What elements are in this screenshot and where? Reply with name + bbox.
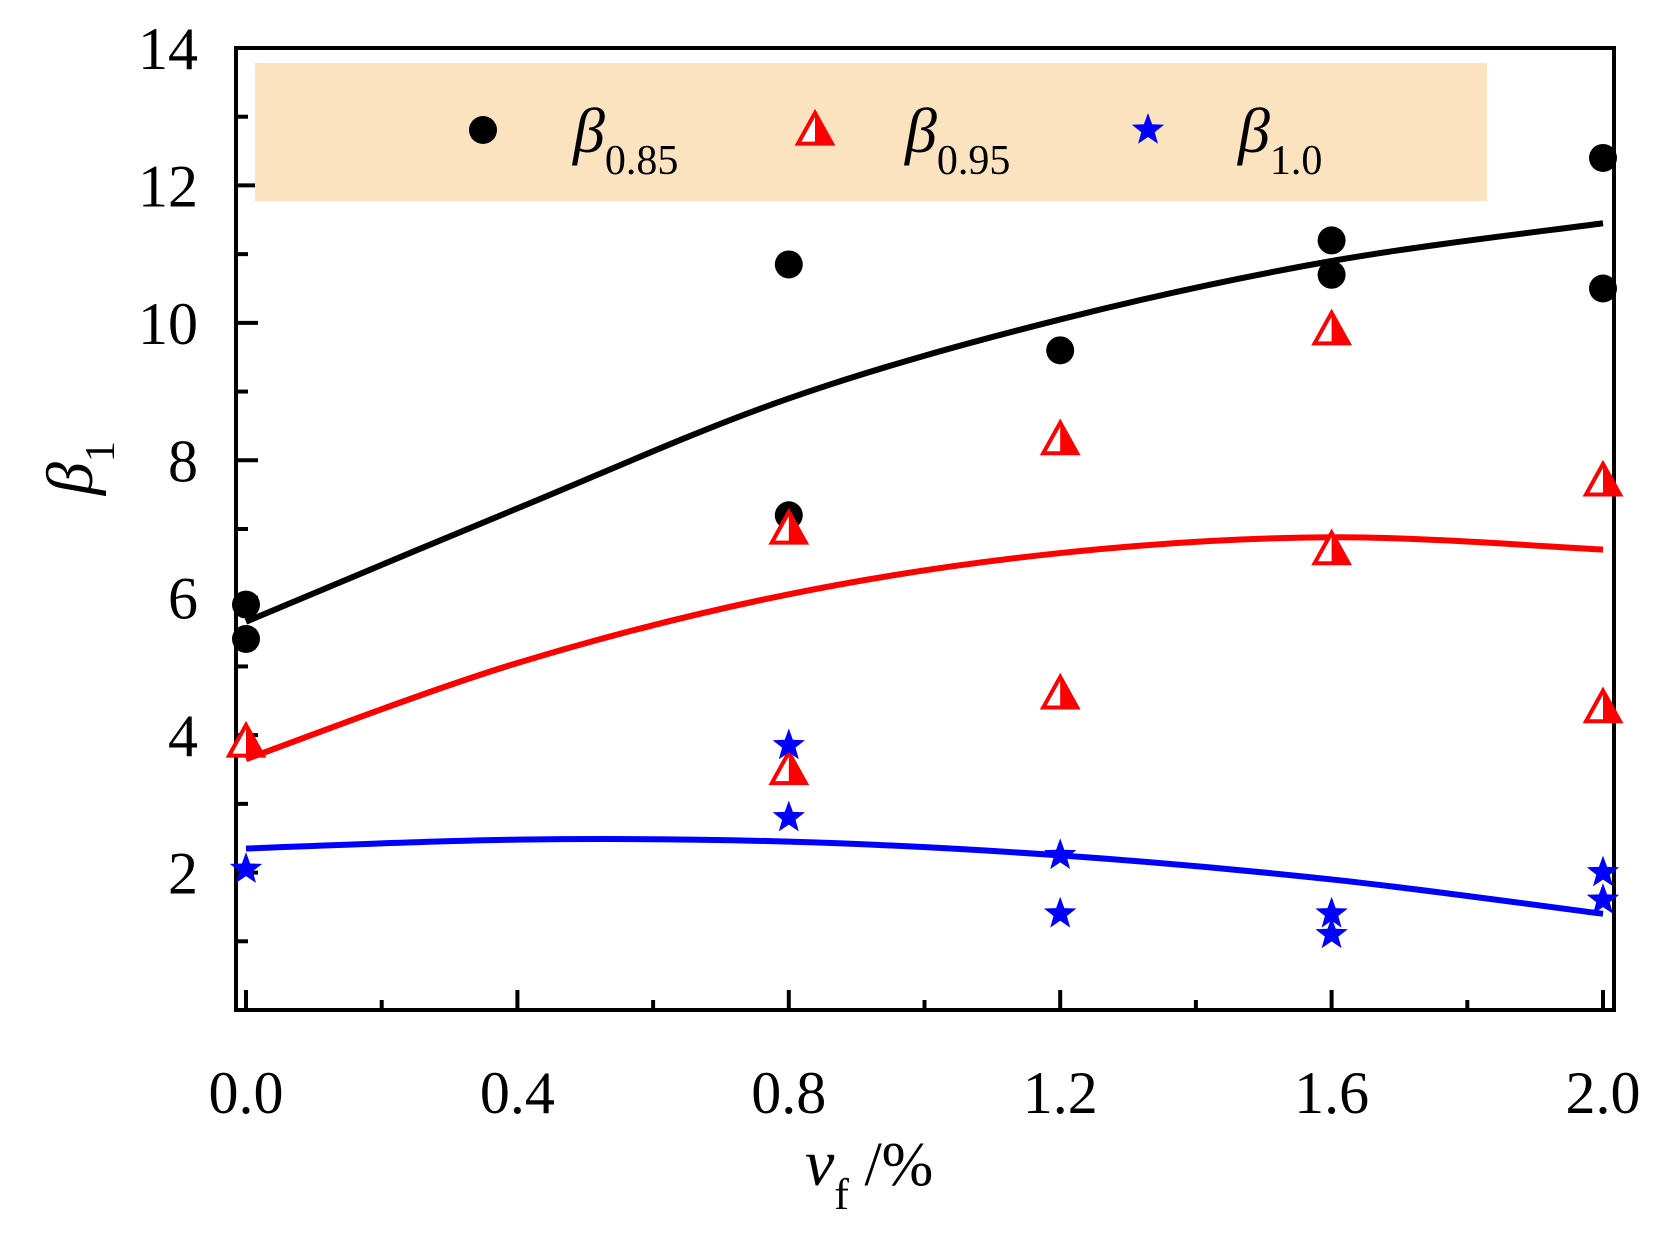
data-point-triangle	[768, 748, 810, 786]
data-point-circle	[1589, 143, 1617, 172]
data-points	[225, 143, 1624, 949]
legend: β0.85 β0.95 β1.0	[255, 63, 1487, 201]
data-point-circle	[1317, 226, 1346, 255]
y-tick-label: 8	[168, 428, 198, 494]
data-point-circle	[1589, 274, 1617, 303]
data-point-star	[1315, 917, 1348, 949]
data-point-triangle	[768, 507, 810, 545]
x-tick-label: 2.0	[1566, 1060, 1641, 1126]
y-axis-title: β1	[34, 441, 124, 497]
fit-line-0.95	[244, 534, 1604, 763]
y-tick-labels: 2 4 6 8 10 12 14	[138, 16, 198, 907]
data-point-triangle	[1311, 308, 1352, 346]
x-tick-label: 0.8	[751, 1060, 826, 1126]
x-axis-title: vf /%	[805, 1127, 933, 1219]
data-point-star	[1044, 838, 1077, 870]
data-point-triangle	[225, 720, 267, 758]
fit-curves	[244, 220, 1604, 917]
data-point-circle	[1317, 260, 1346, 289]
data-point-star	[772, 800, 805, 832]
data-point-star	[1044, 896, 1077, 928]
legend-background	[255, 63, 1487, 201]
data-point-circle	[232, 590, 260, 619]
data-point-star	[772, 728, 805, 760]
y-tick-label: 4	[168, 703, 198, 769]
x-tick-label: 1.6	[1294, 1060, 1369, 1126]
x-tick-labels: 0.0 0.4 0.8 1.2 1.6 2.0	[209, 1060, 1641, 1126]
y-tick-label: 12	[138, 153, 198, 219]
fit-line-1.0	[245, 836, 1604, 917]
data-point-star	[229, 852, 263, 883]
data-point-circle	[232, 624, 260, 653]
x-tick-label: 0.0	[209, 1060, 284, 1126]
fit-line-0.85	[244, 220, 1604, 625]
x-tick-label: 1.2	[1023, 1060, 1098, 1126]
x-tick-label: 0.4	[480, 1060, 555, 1126]
x-axis-title-sub: f	[834, 1170, 849, 1219]
data-point-triangle	[1311, 528, 1352, 566]
legend-label: β0.95	[903, 95, 1010, 184]
data-point-star	[1586, 855, 1620, 887]
y-tick-label: 14	[138, 16, 198, 82]
y-tick-label: 2	[168, 841, 198, 907]
data-point-circle	[774, 250, 803, 279]
legend-label: β1.0	[1236, 95, 1322, 184]
x-axis-title-unit: /%	[849, 1131, 933, 1199]
data-point-star	[1586, 883, 1620, 914]
data-point-circle	[1046, 336, 1075, 365]
x-axis-title-var: v	[805, 1127, 835, 1200]
data-point-star	[1315, 896, 1348, 928]
data-point-triangle	[1039, 672, 1081, 710]
y-tick-label: 6	[168, 566, 198, 632]
y-tick-label: 10	[138, 291, 198, 357]
legend-marker-star	[1131, 113, 1165, 144]
y-axis-title-sub: 1	[78, 441, 124, 462]
y-axis-title-var: β	[34, 462, 107, 497]
legend-marker-circle	[469, 116, 497, 144]
data-point-triangle	[1039, 418, 1081, 456]
data-point-triangle	[1582, 686, 1624, 724]
legend-marker-triangle	[794, 108, 836, 146]
data-point-triangle	[1582, 459, 1624, 497]
legend-label: β0.85	[571, 95, 678, 184]
